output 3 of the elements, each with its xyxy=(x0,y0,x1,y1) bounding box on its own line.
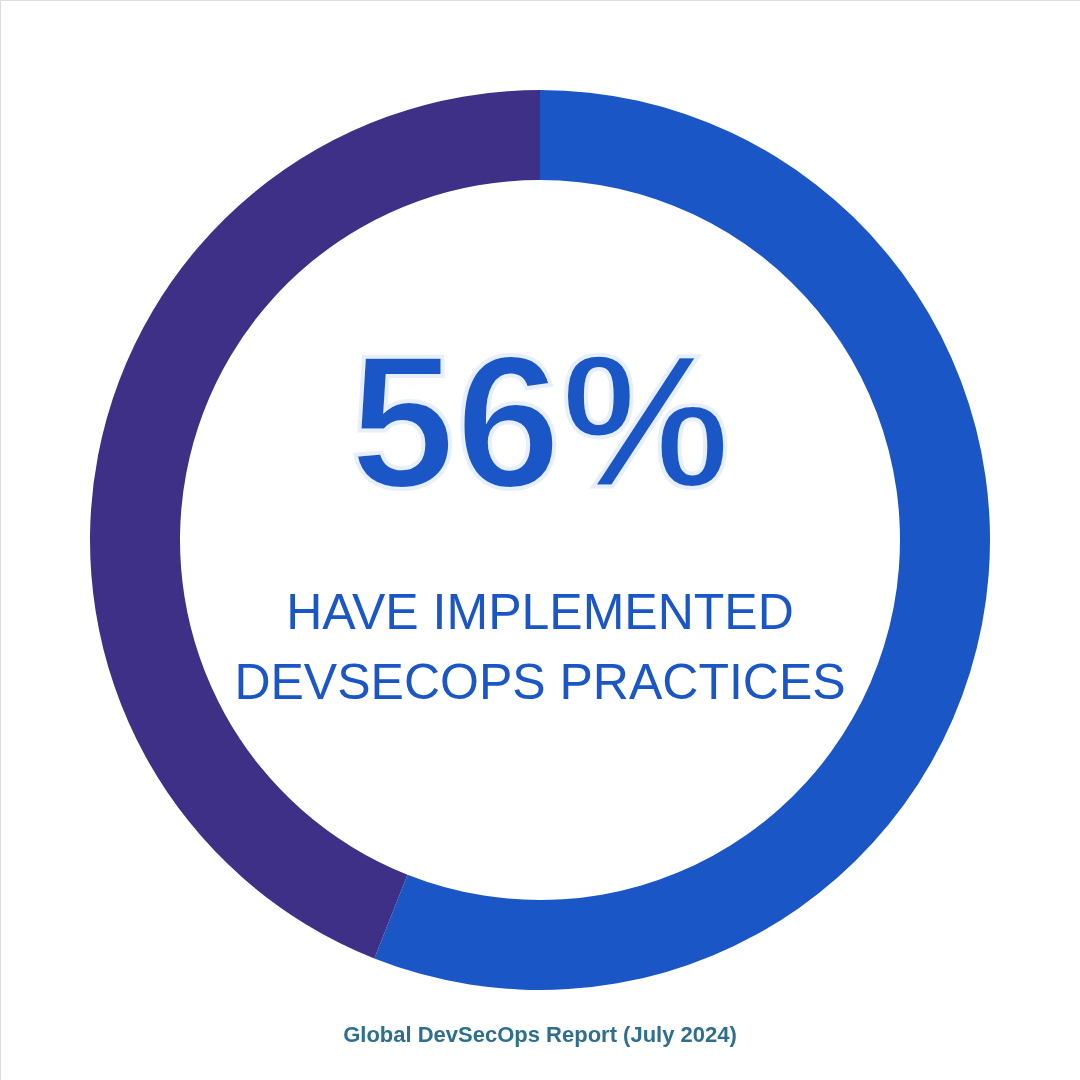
data-label: 56% xyxy=(349,315,731,527)
slice-label: HAVE IMPLEMENTED DEVSECOPS PRACTICES xyxy=(234,584,846,710)
text: Global DevSecOps Report (July 2024) xyxy=(343,1022,737,1047)
